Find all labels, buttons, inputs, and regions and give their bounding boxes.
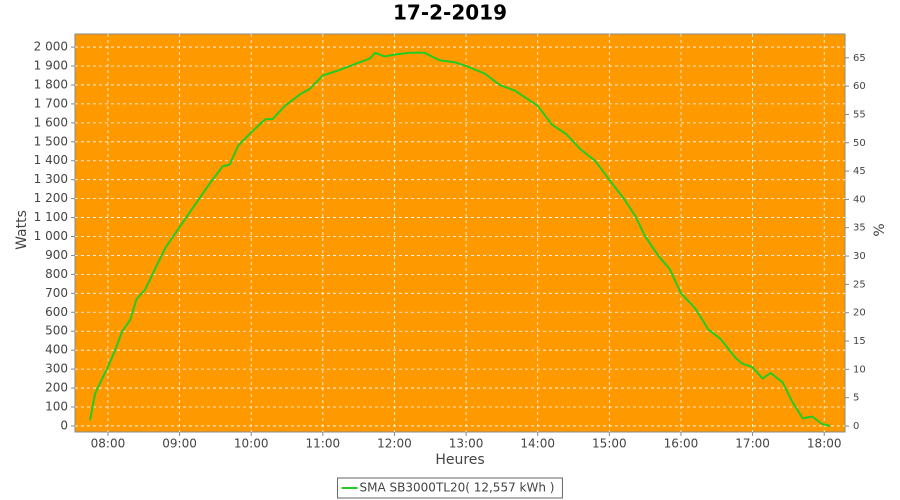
y-tick-label: 1 200 (34, 191, 68, 205)
y-tick-label: 1 900 (34, 59, 68, 73)
x-tick-label: 18:00 (807, 437, 842, 451)
x-tick-label: 12:00 (377, 437, 412, 451)
y-tick-label: 1 300 (34, 172, 68, 186)
y2-tick-label: 20 (853, 308, 866, 319)
y2-tick-label: 65 (853, 53, 866, 64)
y-tick-label: 1 700 (34, 96, 68, 110)
x-tick-label: 17:00 (735, 437, 770, 451)
x-tick-label: 13:00 (449, 437, 484, 451)
y2-tick-label: 10 (853, 364, 866, 375)
y-tick-label: 1 500 (34, 134, 68, 148)
y2-tick-label: 5 (853, 393, 859, 404)
y2-tick-label: 15 (853, 336, 866, 347)
y2-axis-label: % (872, 223, 888, 236)
y-tick-label: 2 000 (34, 40, 68, 54)
y2-tick-label: 40 (853, 194, 866, 205)
x-tick-label: 14:00 (520, 437, 555, 451)
y-tick-label: 300 (45, 362, 68, 376)
y2-tick-label: 55 (853, 109, 866, 120)
legend-label: SMA SB3000TL20( 12,557 kWh ) (360, 481, 555, 495)
y-axis-label: Watts (14, 210, 30, 250)
y-tick-label: 900 (45, 248, 68, 262)
plot-area (74, 33, 846, 433)
x-tick-label: 10:00 (234, 437, 269, 451)
x-axis-label: Heures (435, 452, 484, 468)
y-tick-label: 700 (45, 286, 68, 300)
x-tick-label: 15:00 (592, 437, 627, 451)
legend-box (337, 477, 563, 499)
series-line (89, 51, 831, 427)
y-tick-label: 500 (45, 324, 68, 338)
y-tick-label: 1 400 (34, 153, 68, 167)
y-tick-label: 600 (45, 305, 68, 319)
y2-tick-label: 45 (853, 166, 866, 177)
y-tick-label: 100 (45, 399, 68, 413)
y2-tick-label: 0 (853, 421, 859, 432)
y-tick-label: 400 (45, 343, 68, 357)
y-tick-label: 200 (45, 381, 68, 395)
x-tick-label: 11:00 (306, 437, 341, 451)
chart-title: 17-2-2019 (393, 1, 507, 25)
legend: SMA SB3000TL20( 12,557 kWh ) (337, 477, 563, 499)
y2-tick-label: 50 (853, 138, 866, 149)
y2-tick-label: 30 (853, 251, 866, 262)
y-tick-label: 1 600 (34, 115, 68, 129)
y-tick-label: 800 (45, 267, 68, 281)
y-tick-label: 1 000 (34, 229, 68, 243)
x-tick-label: 09:00 (162, 437, 197, 451)
y2-tick-label: 25 (853, 279, 866, 290)
y2-tick-label: 60 (853, 81, 866, 92)
y-tick-label: 1 100 (34, 210, 68, 224)
x-tick-label: 16:00 (664, 437, 699, 451)
y2-tick-label: 35 (853, 223, 866, 234)
x-tick-label: 08:00 (91, 437, 126, 451)
y-tick-label: 1 800 (34, 77, 68, 91)
y-tick-label: 0 (60, 418, 68, 432)
